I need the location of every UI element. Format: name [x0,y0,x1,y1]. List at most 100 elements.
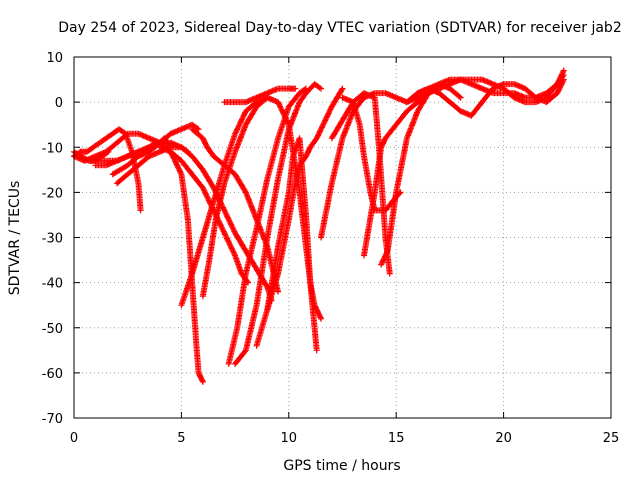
data-point [103,131,115,142]
data-point [361,153,374,194]
data-point [242,303,260,354]
data-point [285,100,302,133]
series-arc12 [225,85,309,367]
series-arc16 [221,85,299,106]
x-tick-label: 10 [281,431,298,446]
data-point [292,85,299,92]
data-point [378,136,388,151]
series-arc24 [446,67,567,106]
data-point [303,86,313,97]
x-tick-label: 25 [603,431,620,446]
data-point [403,109,421,142]
data-point [232,109,249,137]
data-point [199,166,216,190]
data-point [96,136,108,146]
data-point [350,99,363,127]
data-point [253,308,270,349]
data-point [543,91,560,106]
data-point [264,177,281,241]
data-point [232,252,244,276]
data-point [446,85,463,100]
x-tick-label: 0 [70,431,78,446]
data-point [468,100,485,119]
data-point [285,154,296,196]
data-point [242,189,259,221]
data-point [292,163,303,187]
data-point [212,181,227,223]
x-axis-label: GPS time / hours [283,458,400,474]
y-tick-label: -70 [42,412,63,427]
data-point [232,348,248,367]
data-point [296,154,309,169]
series-arc18 [328,90,393,277]
data-point [77,153,91,164]
data-point [318,85,325,92]
data-point [221,230,238,258]
data-point [285,91,302,110]
data-point [446,99,463,114]
data-point [339,109,356,142]
data-point [403,100,420,115]
data-point [328,118,345,142]
data-point [264,136,281,182]
data-point [554,68,567,88]
data-point [479,86,495,106]
data-point [98,149,111,160]
data-point [543,82,560,101]
data-point [189,236,206,277]
data-point [232,123,249,155]
data-point [378,249,390,268]
axis-ticks [73,56,612,419]
series-arc14 [253,135,325,349]
y-tick-label: -30 [42,232,63,247]
data-point [522,85,538,100]
data-point [199,258,212,300]
data-point [403,91,420,106]
data-point [221,150,238,187]
data-point [307,136,319,151]
data-point [414,91,431,115]
data-point [313,347,320,354]
y-tick-label: 10 [46,51,63,66]
grid [74,57,611,418]
data-point [500,85,517,100]
data-point [193,342,202,375]
x-tick-label: 20 [495,431,512,446]
data-point [253,177,270,232]
data-point [313,123,326,142]
data-point [436,90,452,105]
data-point [178,272,195,309]
data-points [71,67,567,385]
data-point [320,105,335,128]
data-point [371,94,382,149]
data-point [318,181,335,241]
data-point [275,190,292,250]
data-point [285,181,298,223]
data-point [303,211,314,285]
y-tick-label: 0 [55,96,63,111]
data-point [90,140,102,151]
data-point [199,378,206,385]
x-tick-label: 5 [177,431,185,446]
data-point [225,326,240,367]
data-point [234,272,249,331]
data-point [382,122,399,142]
y-tick-label: -50 [42,322,63,337]
data-point [242,104,259,128]
data-point [318,315,325,322]
data-point [311,302,324,321]
data-point [210,163,227,205]
data-point [114,172,130,187]
data-point [109,163,130,178]
data-point [114,131,130,146]
y-axis-label: SDTVAR / TECUs [7,181,23,296]
y-tick-label: -60 [42,367,63,382]
data-point [135,154,151,169]
data-point [275,105,292,142]
data-point [204,144,216,158]
data-point [189,279,200,348]
data-point [124,154,141,169]
data-point [178,157,195,177]
data-point [275,288,282,295]
